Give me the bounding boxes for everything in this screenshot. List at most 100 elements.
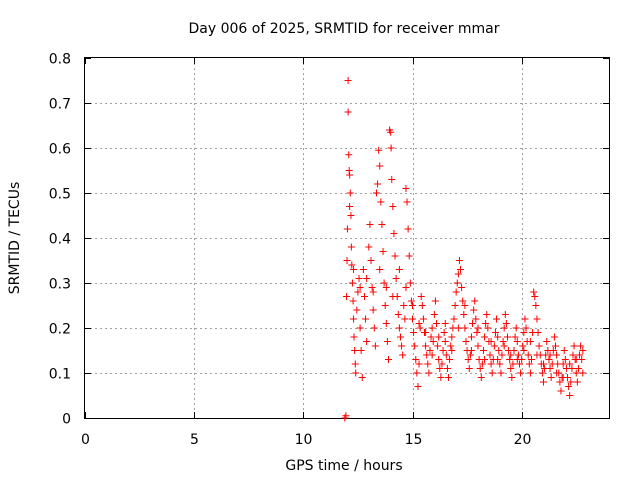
data-point (490, 342, 498, 350)
data-point (534, 329, 542, 336)
data-point (474, 324, 482, 332)
data-point (469, 320, 477, 327)
data-point (374, 180, 382, 188)
data-point (453, 279, 461, 287)
data-point (428, 351, 436, 359)
data-point (525, 360, 533, 368)
data-point (546, 365, 554, 372)
data-point (526, 338, 534, 345)
data-point (545, 356, 553, 363)
data-point (507, 365, 515, 372)
data-point (435, 333, 443, 341)
data-point (478, 360, 486, 368)
data-point (487, 360, 495, 368)
data-point (500, 324, 508, 332)
y-tick-label: 0.8 (49, 52, 71, 68)
data-point (344, 77, 352, 84)
data-point (345, 151, 353, 159)
data-point (415, 360, 423, 368)
data-point (556, 378, 564, 386)
x-axis-title: GPS time / hours (285, 458, 402, 474)
data-point (466, 351, 474, 359)
data-point (387, 128, 395, 136)
data-point (430, 311, 438, 318)
data-point (350, 266, 358, 273)
data-point (389, 293, 397, 300)
data-point (510, 347, 518, 354)
data-point (375, 146, 383, 154)
data-point (405, 252, 413, 260)
data-point (559, 360, 567, 368)
x-tick-label: 0 (81, 432, 90, 448)
data-point (481, 356, 489, 363)
data-point (433, 320, 441, 327)
data-point (474, 342, 482, 350)
data-point (448, 333, 456, 341)
data-point (448, 347, 456, 354)
data-point (451, 302, 459, 309)
data-point (455, 257, 463, 264)
data-point (415, 320, 423, 327)
data-point (513, 356, 521, 363)
data-point (538, 369, 546, 377)
data-point (362, 315, 370, 323)
data-point (366, 221, 374, 228)
data-point (439, 347, 447, 354)
data-point (482, 320, 490, 327)
data-point (452, 288, 460, 296)
data-point (382, 284, 390, 291)
data-point (532, 302, 540, 309)
data-point (367, 257, 375, 264)
data-point (427, 333, 435, 341)
x-tick-label: 10 (295, 432, 313, 448)
data-point (387, 144, 395, 152)
data-point (569, 351, 577, 359)
data-point (500, 342, 508, 350)
data-point (343, 257, 351, 264)
data-point (418, 302, 426, 309)
data-point (371, 342, 379, 350)
data-point (467, 333, 475, 341)
data-point (550, 333, 558, 341)
y-tick-label: 0.5 (49, 187, 71, 203)
data-point (396, 333, 404, 341)
data-point (565, 383, 573, 390)
data-point (477, 374, 485, 381)
data-point (495, 347, 503, 354)
data-point (533, 315, 541, 323)
data-point (379, 248, 387, 255)
data-point (461, 324, 469, 332)
grid-layer (85, 58, 609, 418)
data-point (579, 369, 587, 377)
data-point (515, 360, 523, 368)
data-point (352, 369, 360, 377)
data-point (486, 351, 494, 359)
data-point (376, 266, 384, 273)
data-point (471, 297, 479, 305)
data-point (370, 324, 378, 332)
data-point (506, 356, 514, 363)
data-point (440, 329, 448, 336)
data-point (566, 360, 574, 368)
data-point (498, 351, 506, 359)
data-point (458, 284, 466, 291)
data-point (465, 365, 473, 372)
data-point (549, 347, 557, 354)
data-point (540, 360, 547, 368)
data-point (454, 270, 462, 278)
data-point (399, 351, 407, 359)
y-tick-label: 0.7 (49, 97, 71, 113)
data-point (360, 293, 368, 300)
data-point (557, 387, 565, 395)
data-point (344, 108, 352, 116)
data-point (369, 306, 377, 314)
data-point (347, 243, 355, 251)
data-point (487, 338, 495, 345)
y-tick-label: 0 (62, 412, 71, 428)
chart-title: Day 006 of 2025, SRMTID for receiver mma… (188, 21, 499, 37)
data-point (419, 315, 427, 323)
data-point (479, 347, 487, 354)
data-point (470, 306, 478, 314)
data-point (462, 338, 470, 345)
